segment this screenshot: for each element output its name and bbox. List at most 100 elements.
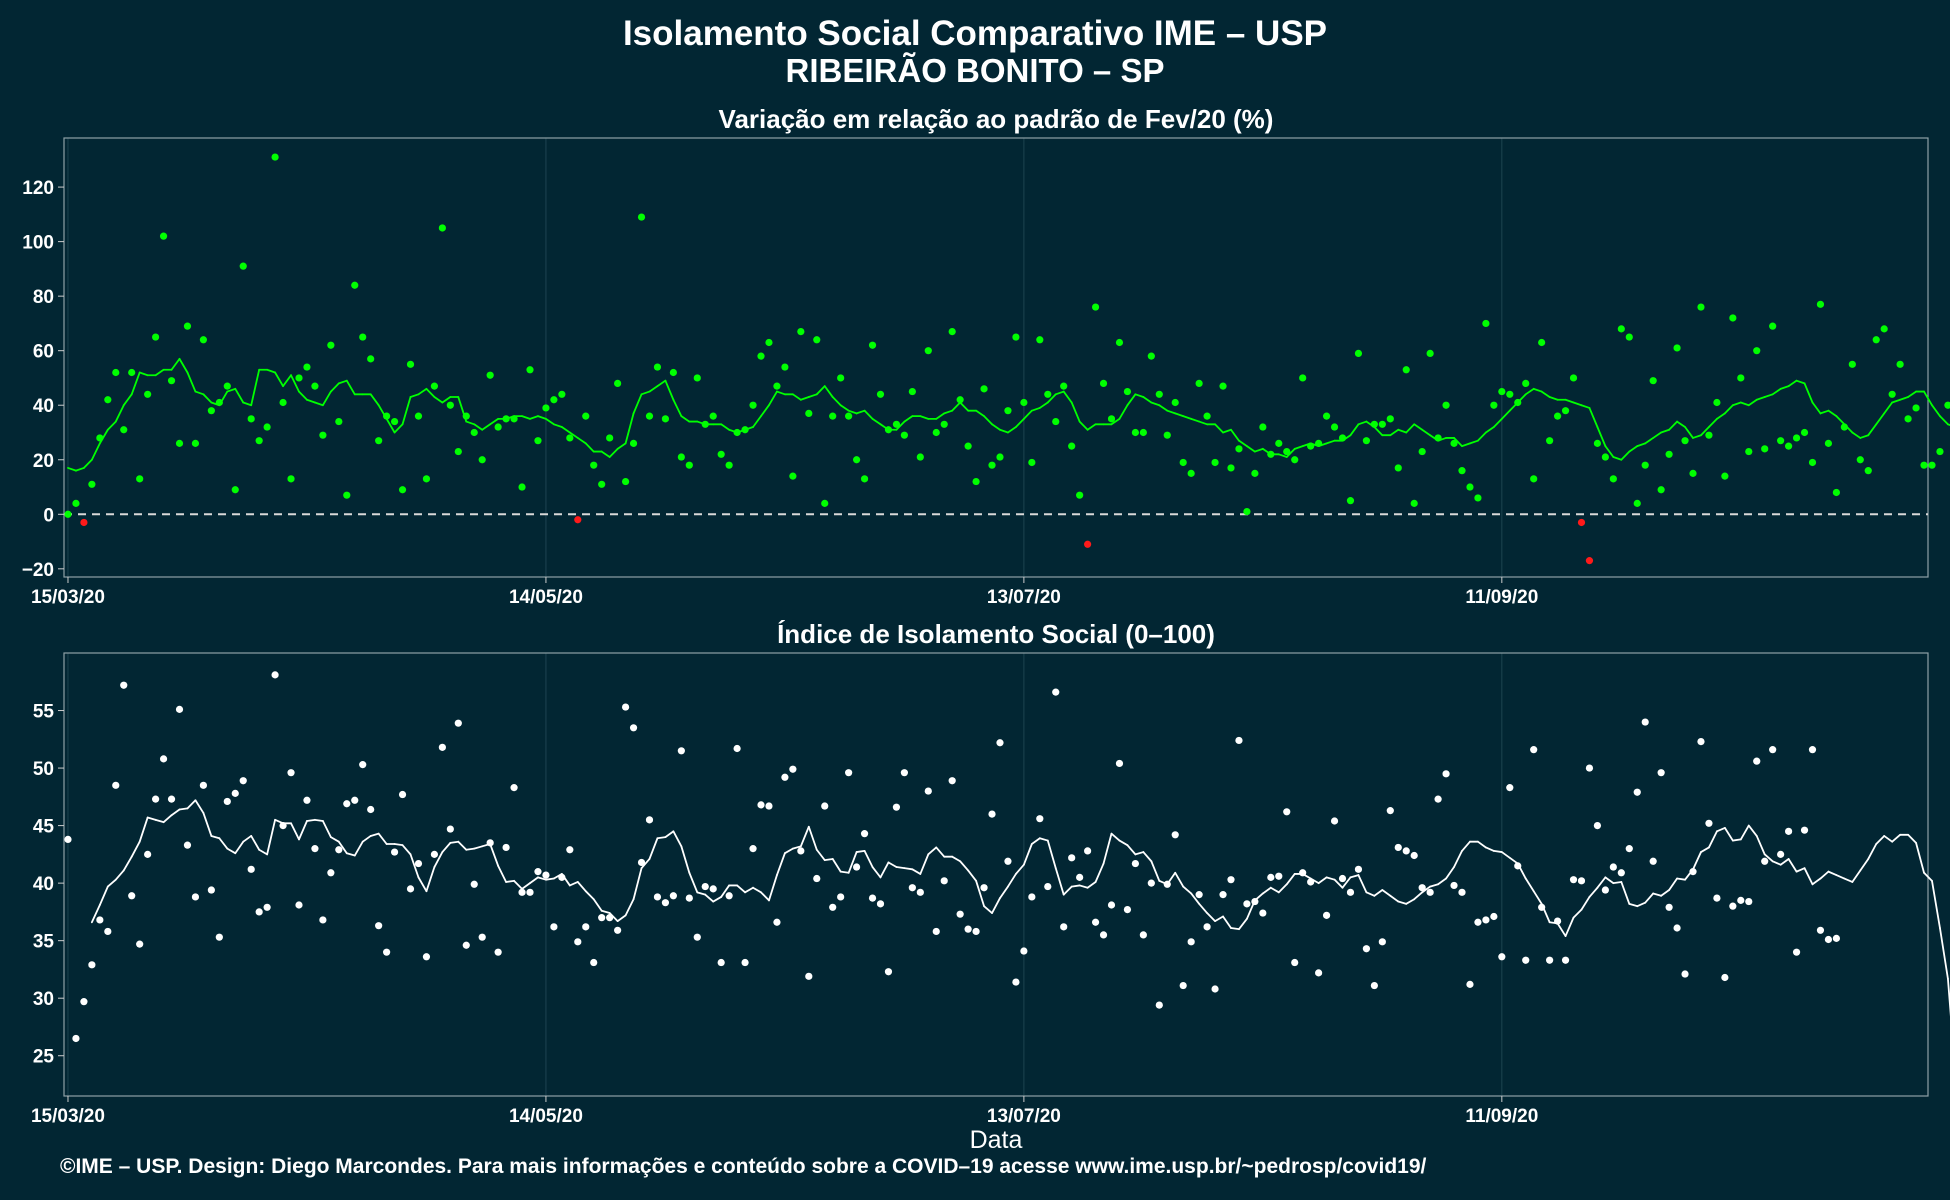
data-point: [1745, 897, 1753, 906]
data-point: [231, 789, 239, 797]
trend-line-segment: [369, 393, 380, 407]
trend-line-segment: [306, 398, 316, 404]
data-point: [1498, 387, 1506, 396]
data-point: [1418, 884, 1426, 892]
trend-line-segment: [154, 818, 165, 824]
data-point: [335, 417, 343, 426]
x-tick-label: 13/07/20: [987, 1106, 1061, 1127]
trend-line-segment: [1596, 426, 1607, 448]
data-point: [582, 923, 590, 931]
trend-line-segment: [1747, 398, 1758, 407]
trend-line-segment: [752, 886, 762, 894]
data-point: [1553, 917, 1562, 925]
trend-line-segment: [1389, 894, 1400, 903]
data-point: [1091, 303, 1100, 311]
trend-line-segment: [1381, 889, 1392, 897]
trend-line-segment: [1253, 447, 1264, 453]
trend-line-segment: [1947, 423, 1950, 426]
trend-line-segment: [815, 848, 826, 862]
data-point: [486, 371, 494, 379]
trend-line-segment: [712, 896, 723, 903]
data-point: [1036, 815, 1044, 823]
trend-line-segment: [1046, 839, 1057, 870]
trend-line-segment: [1835, 415, 1846, 426]
trend-line-segment: [951, 855, 962, 863]
data-point: [199, 781, 208, 789]
trend-line-segment: [1532, 387, 1543, 393]
trend-line-segment: [760, 891, 770, 902]
data-point: [805, 972, 813, 980]
data-point: [470, 880, 478, 888]
trend-line-segment: [1827, 870, 1838, 876]
trend-line-segment: [1620, 450, 1631, 461]
data-point: [1474, 494, 1482, 502]
data-point: [88, 480, 96, 488]
trend-line-segment: [1038, 837, 1049, 842]
data-point: [255, 908, 263, 916]
trend-line-segment: [720, 423, 731, 431]
trend-line-segment: [345, 379, 356, 396]
data-point: [1872, 336, 1880, 344]
trend-line-segment: [983, 905, 993, 914]
data-point: [908, 884, 916, 892]
data-point: [916, 888, 924, 896]
trend-line-segment: [178, 807, 189, 811]
data-point: [1585, 764, 1594, 772]
trend-line-segment: [919, 853, 930, 875]
data-point: [765, 338, 773, 347]
data-point: [1299, 869, 1307, 877]
trend-line-segment: [935, 846, 946, 858]
data-point: [1697, 738, 1705, 746]
data-point: [1577, 877, 1586, 885]
trend-line-segment: [1094, 862, 1105, 883]
data-point: [175, 705, 184, 713]
data-point: [845, 412, 853, 420]
trend-line-segment: [1612, 881, 1623, 885]
data-point: [1291, 958, 1299, 967]
data-point: [1426, 888, 1434, 896]
trend-line-segment: [943, 409, 954, 415]
trend-line-segment: [1604, 445, 1615, 458]
data-point: [271, 671, 279, 679]
data-point: [661, 899, 670, 907]
data-point: [263, 903, 271, 911]
data-point: [1155, 390, 1163, 398]
data-point: [566, 846, 574, 854]
data-point: [852, 863, 861, 871]
trend-line-segment: [1763, 393, 1774, 398]
y-tick-label: 120: [22, 178, 54, 199]
trend-line-segment: [337, 379, 348, 385]
data-point: [749, 845, 757, 853]
trend-line-segment: [1819, 870, 1830, 880]
data-point: [343, 491, 351, 499]
trend-line-segment: [1883, 835, 1894, 843]
footer-credit: ©IME – USP. Design: Diego Marcondes. Par…: [60, 1155, 1427, 1178]
trend-line-segment: [226, 387, 237, 393]
trend-line-segment: [975, 879, 985, 908]
trend-line-segment: [417, 387, 428, 396]
data-point: [159, 232, 168, 240]
data-point: [1203, 923, 1211, 931]
data-point: [1737, 374, 1745, 382]
trend-line-segment: [345, 852, 356, 857]
data-point: [1681, 437, 1689, 445]
trend-line-segment: [1182, 885, 1193, 895]
data-point: [96, 434, 104, 442]
data-point: [1824, 439, 1833, 447]
data-point: [518, 483, 526, 491]
trend-line-segment: [1484, 426, 1495, 434]
trend-line-segment: [1022, 843, 1033, 866]
trend-line-segment: [186, 799, 197, 810]
data-point: [868, 894, 877, 902]
data-point: [239, 262, 247, 270]
data-point: [1330, 423, 1339, 431]
trend-line-segment: [1692, 434, 1702, 439]
trend-line-segment: [760, 404, 770, 418]
y-tick-label: 35: [33, 932, 55, 953]
data-point: [1163, 431, 1171, 439]
data-point: [980, 385, 988, 393]
data-point: [1378, 938, 1386, 946]
trend-line-segment: [282, 374, 292, 388]
data-point: [1761, 445, 1769, 453]
data-point: [207, 886, 215, 894]
